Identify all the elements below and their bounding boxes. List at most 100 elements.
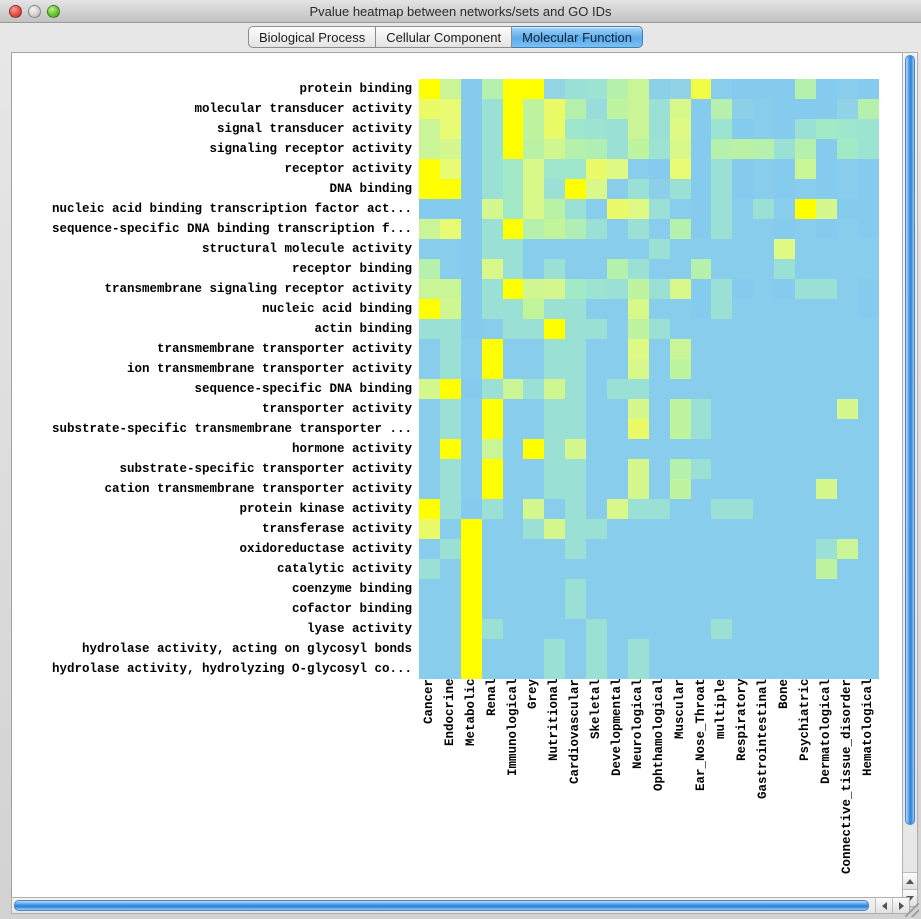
heatmap-cell[interactable] (669, 499, 691, 519)
heatmap-cell[interactable] (502, 479, 524, 499)
heatmap-cell[interactable] (795, 379, 816, 399)
heatmap-cell[interactable] (669, 619, 691, 639)
heatmap-cell[interactable] (523, 279, 545, 299)
heatmap-cell[interactable] (732, 339, 754, 359)
vertical-scrollbar-thumb[interactable] (905, 55, 915, 825)
heatmap-cell[interactable] (607, 519, 628, 539)
heatmap-cell[interactable] (627, 379, 649, 399)
heatmap-cell[interactable] (607, 139, 628, 159)
heatmap-cell[interactable] (439, 639, 461, 659)
heatmap-cell[interactable] (565, 179, 587, 199)
heatmap-cell[interactable] (419, 399, 440, 419)
heatmap-cell[interactable] (502, 179, 524, 199)
heatmap-cell[interactable] (815, 279, 837, 299)
heatmap-cell[interactable] (774, 339, 796, 359)
heatmap-cell[interactable] (586, 179, 608, 199)
heatmap-cell[interactable] (607, 199, 628, 219)
heatmap-cell[interactable] (648, 479, 670, 499)
heatmap-cell[interactable] (711, 299, 733, 319)
heatmap-cell[interactable] (586, 339, 608, 359)
heatmap-cell[interactable] (711, 539, 733, 559)
heatmap-cell[interactable] (607, 319, 628, 339)
heatmap-cell[interactable] (857, 559, 879, 579)
heatmap-cell[interactable] (481, 299, 503, 319)
heatmap-cell[interactable] (857, 159, 879, 179)
heatmap-cell[interactable] (795, 179, 816, 199)
heatmap-cell[interactable] (523, 199, 545, 219)
heatmap-cell[interactable] (481, 339, 503, 359)
heatmap-cell[interactable] (732, 219, 754, 239)
heatmap-grid[interactable] (419, 79, 879, 679)
heatmap-cell[interactable] (774, 179, 796, 199)
heatmap-cell[interactable] (502, 639, 524, 659)
heatmap-cell[interactable] (586, 499, 608, 519)
heatmap-cell[interactable] (565, 619, 587, 639)
heatmap-cell[interactable] (627, 119, 649, 139)
heatmap-cell[interactable] (648, 179, 670, 199)
heatmap-cell[interactable] (586, 419, 608, 439)
heatmap-cell[interactable] (607, 359, 628, 379)
heatmap-cell[interactable] (857, 619, 879, 639)
heatmap-cell[interactable] (732, 579, 754, 599)
heatmap-cell[interactable] (502, 339, 524, 359)
horizontal-scrollbar-thumb[interactable] (14, 900, 869, 911)
heatmap-cell[interactable] (607, 559, 628, 579)
heatmap-cell[interactable] (607, 379, 628, 399)
heatmap-cell[interactable] (711, 419, 733, 439)
heatmap-cell[interactable] (753, 199, 775, 219)
heatmap-cell[interactable] (795, 399, 816, 419)
heatmap-cell[interactable] (711, 339, 733, 359)
heatmap-cell[interactable] (481, 619, 503, 639)
heatmap-cell[interactable] (544, 259, 566, 279)
heatmap-cell[interactable] (669, 479, 691, 499)
heatmap-cell[interactable] (502, 399, 524, 419)
heatmap-cell[interactable] (648, 639, 670, 659)
heatmap-cell[interactable] (586, 199, 608, 219)
heatmap-cell[interactable] (690, 579, 712, 599)
heatmap-cell[interactable] (544, 179, 566, 199)
heatmap-cell[interactable] (544, 599, 566, 619)
heatmap-cell[interactable] (857, 579, 879, 599)
heatmap-cell[interactable] (419, 439, 440, 459)
heatmap-cell[interactable] (815, 319, 837, 339)
heatmap-cell[interactable] (627, 259, 649, 279)
heatmap-cell[interactable] (419, 459, 440, 479)
heatmap-cell[interactable] (607, 79, 628, 99)
heatmap-cell[interactable] (586, 379, 608, 399)
heatmap-cell[interactable] (502, 319, 524, 339)
heatmap-cell[interactable] (648, 619, 670, 639)
heatmap-cell[interactable] (544, 339, 566, 359)
heatmap-cell[interactable] (481, 459, 503, 479)
heatmap-cell[interactable] (836, 299, 858, 319)
heatmap-cell[interactable] (836, 139, 858, 159)
heatmap-cell[interactable] (795, 319, 816, 339)
heatmap-cell[interactable] (439, 99, 461, 119)
heatmap-cell[interactable] (565, 139, 587, 159)
heatmap-cell[interactable] (857, 399, 879, 419)
heatmap-cell[interactable] (648, 79, 670, 99)
heatmap-cell[interactable] (690, 139, 712, 159)
heatmap-cell[interactable] (795, 139, 816, 159)
heatmap-cell[interactable] (732, 539, 754, 559)
heatmap-cell[interactable] (627, 599, 649, 619)
heatmap-cell[interactable] (460, 639, 482, 659)
heatmap-cell[interactable] (857, 599, 879, 619)
heatmap-cell[interactable] (565, 199, 587, 219)
heatmap-cell[interactable] (439, 239, 461, 259)
heatmap-cell[interactable] (565, 79, 587, 99)
heatmap-cell[interactable] (753, 479, 775, 499)
heatmap-cell[interactable] (439, 419, 461, 439)
heatmap-cell[interactable] (774, 259, 796, 279)
heatmap-cell[interactable] (836, 119, 858, 139)
heatmap-cell[interactable] (836, 659, 858, 679)
heatmap-cell[interactable] (481, 219, 503, 239)
heatmap-cell[interactable] (544, 299, 566, 319)
heatmap-cell[interactable] (690, 299, 712, 319)
heatmap-cell[interactable] (565, 379, 587, 399)
heatmap-cell[interactable] (460, 199, 482, 219)
heatmap-cell[interactable] (565, 479, 587, 499)
heatmap-cell[interactable] (502, 539, 524, 559)
heatmap-cell[interactable] (836, 639, 858, 659)
heatmap-cell[interactable] (460, 99, 482, 119)
heatmap-cell[interactable] (481, 199, 503, 219)
